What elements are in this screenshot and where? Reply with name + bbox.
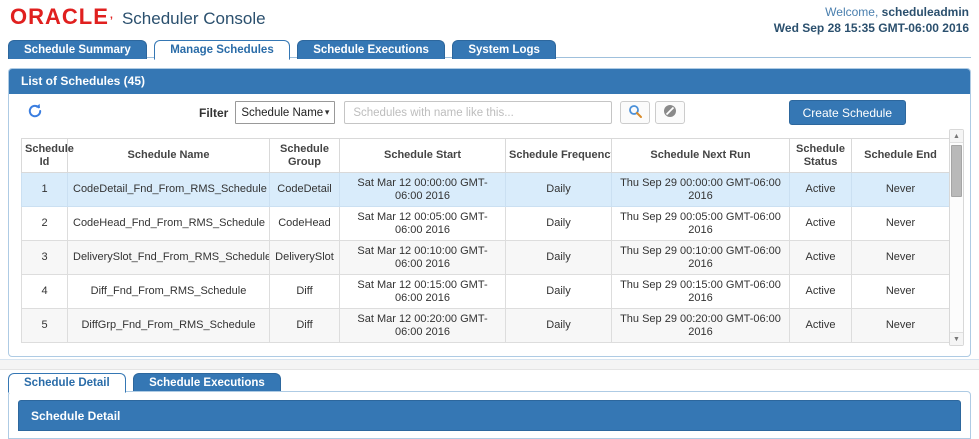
cell-schedule-id: 3 bbox=[21, 240, 68, 275]
clear-icon bbox=[663, 104, 677, 121]
tab-detail-schedule-executions[interactable]: Schedule Executions bbox=[133, 373, 281, 392]
cell-schedule-start: Sat Mar 12 00:20:00 GMT-06:00 2016 bbox=[339, 308, 506, 343]
cell-schedule-id: 2 bbox=[21, 206, 68, 241]
cell-schedule-frequency: Daily bbox=[505, 274, 612, 309]
page-title: Scheduler Console bbox=[121, 9, 266, 28]
cell-schedule-id: 4 bbox=[21, 274, 68, 309]
cell-schedule-status: Active bbox=[789, 308, 852, 343]
cell-schedule-frequency: Daily bbox=[505, 172, 612, 207]
cell-schedule-name: CodeHead_Fnd_From_RMS_Schedule bbox=[67, 206, 270, 241]
cell-schedule-frequency: Daily bbox=[505, 308, 612, 343]
col-header-schedule-id: Schedule Id bbox=[21, 138, 74, 173]
cell-schedule-group: CodeHead bbox=[269, 206, 340, 241]
cell-schedule-frequency: Daily bbox=[505, 240, 612, 275]
cell-schedule-next-run: Thu Sep 29 00:20:00 GMT-06:00 2016 bbox=[611, 308, 790, 343]
table-row[interactable]: 1 CodeDetail_Fnd_From_RMS_Schedule CodeD… bbox=[21, 172, 950, 207]
welcome-prefix: Welcome, bbox=[825, 5, 882, 19]
table-vertical-scrollbar[interactable]: ▲ ▼ bbox=[949, 129, 964, 346]
filter-select[interactable]: Schedule Name ▾ bbox=[235, 101, 336, 124]
cell-schedule-name: Diff_Fnd_From_RMS_Schedule bbox=[67, 274, 270, 309]
refresh-icon bbox=[26, 103, 44, 123]
cell-schedule-start: Sat Mar 12 00:15:00 GMT-06:00 2016 bbox=[339, 274, 506, 309]
scrollbar-thumb[interactable] bbox=[951, 145, 962, 197]
scroll-up-arrow-icon[interactable]: ▲ bbox=[950, 130, 963, 143]
search-input[interactable] bbox=[344, 101, 613, 124]
cell-schedule-group: Diff bbox=[269, 274, 340, 309]
detail-tabbar: Schedule Detail Schedule Executions bbox=[8, 372, 971, 393]
cell-schedule-status: Active bbox=[789, 172, 852, 207]
chevron-down-icon: ▾ bbox=[324, 107, 330, 117]
filter-group: Filter Schedule Name ▾ bbox=[199, 101, 690, 124]
cell-schedule-next-run: Thu Sep 29 00:05:00 GMT-06:00 2016 bbox=[611, 206, 790, 241]
cell-schedule-name: DiffGrp_Fnd_From_RMS_Schedule bbox=[67, 308, 270, 343]
table-row[interactable]: 5 DiffGrp_Fnd_From_RMS_Schedule Diff Sat… bbox=[21, 308, 950, 343]
table-header-row: Schedule Id Schedule Name Schedule Group… bbox=[21, 138, 950, 173]
schedules-table: Schedule Id Schedule Name Schedule Group… bbox=[21, 138, 950, 343]
list-panel-title: List of Schedules (45) bbox=[9, 69, 970, 94]
header-datetime: Wed Sep 28 15:35 GMT-06:00 2016 bbox=[773, 21, 969, 35]
cell-schedule-id: 5 bbox=[21, 308, 68, 343]
cell-schedule-group: Diff bbox=[269, 308, 340, 343]
col-header-schedule-start: Schedule Start bbox=[339, 138, 506, 173]
main-tabbar: Schedule Summary Manage Schedules Schedu… bbox=[8, 39, 971, 60]
scroll-down-arrow-icon[interactable]: ▼ bbox=[950, 332, 963, 345]
oracle-logo: ORACLE bbox=[10, 4, 109, 29]
cell-schedule-end: Never bbox=[851, 206, 950, 241]
cell-schedule-end: Never bbox=[851, 172, 950, 207]
cell-schedule-status: Active bbox=[789, 240, 852, 275]
cell-schedule-start: Sat Mar 12 00:00:00 GMT-06:00 2016 bbox=[339, 172, 506, 207]
schedule-detail-container: Schedule Detail bbox=[8, 391, 971, 439]
section-divider bbox=[0, 359, 979, 370]
cell-schedule-name: DeliverySlot_Fnd_From_RMS_Schedule bbox=[67, 240, 270, 275]
cell-schedule-group: CodeDetail bbox=[269, 172, 340, 207]
masthead: ORACLE’ Scheduler Console Welcome, sched… bbox=[0, 0, 979, 38]
list-of-schedules-panel: List of Schedules (45) Filter Schedule N… bbox=[8, 68, 971, 357]
refresh-button[interactable] bbox=[25, 102, 45, 122]
brand: ORACLE’ Scheduler Console bbox=[10, 5, 266, 29]
create-schedule-button[interactable]: Create Schedule bbox=[788, 100, 906, 125]
col-header-schedule-status: Schedule Status bbox=[789, 138, 852, 173]
col-header-schedule-next-run: Schedule Next Run bbox=[611, 138, 790, 173]
table-row[interactable]: 3 DeliverySlot_Fnd_From_RMS_Schedule Del… bbox=[21, 240, 950, 275]
tab-manage-schedules[interactable]: Manage Schedules bbox=[154, 40, 290, 60]
cell-schedule-end: Never bbox=[851, 308, 950, 343]
col-header-schedule-frequency: Schedule Frequency bbox=[505, 138, 612, 173]
welcome-line: Welcome, scheduleadmin bbox=[774, 4, 969, 20]
table-row[interactable]: 4 Diff_Fnd_From_RMS_Schedule Diff Sat Ma… bbox=[21, 274, 950, 309]
cell-schedule-group: DeliverySlot bbox=[269, 240, 340, 275]
cell-schedule-next-run: Thu Sep 29 00:00:00 GMT-06:00 2016 bbox=[611, 172, 790, 207]
cell-schedule-frequency: Daily bbox=[505, 206, 612, 241]
cell-schedule-id: 1 bbox=[21, 172, 68, 207]
search-icon bbox=[628, 104, 643, 122]
cell-schedule-name: CodeDetail_Fnd_From_RMS_Schedule bbox=[67, 172, 270, 207]
user-block: Welcome, scheduleadmin Wed Sep 28 15:35 … bbox=[774, 4, 969, 36]
filter-label: Filter bbox=[199, 105, 229, 120]
cell-schedule-next-run: Thu Sep 29 00:15:00 GMT-06:00 2016 bbox=[611, 274, 790, 309]
clear-search-button[interactable] bbox=[655, 101, 686, 124]
col-header-schedule-name: Schedule Name bbox=[67, 138, 270, 173]
schedule-detail-panel-title: Schedule Detail bbox=[18, 400, 961, 431]
oracle-logo-mark: ’ bbox=[109, 15, 113, 27]
col-header-schedule-end: Schedule End bbox=[851, 138, 950, 173]
search-button[interactable] bbox=[620, 101, 651, 124]
cell-schedule-start: Sat Mar 12 00:05:00 GMT-06:00 2016 bbox=[339, 206, 506, 241]
col-header-schedule-group: Schedule Group bbox=[269, 138, 340, 173]
cell-schedule-status: Active bbox=[789, 274, 852, 309]
cell-schedule-status: Active bbox=[789, 206, 852, 241]
tab-schedule-detail[interactable]: Schedule Detail bbox=[8, 373, 126, 393]
filter-selected-value: Schedule Name bbox=[241, 106, 324, 119]
tab-system-logs[interactable]: System Logs bbox=[452, 40, 556, 59]
username: scheduleadmin bbox=[881, 5, 969, 19]
table-row[interactable]: 2 CodeHead_Fnd_From_RMS_Schedule CodeHea… bbox=[21, 206, 950, 241]
cell-schedule-start: Sat Mar 12 00:10:00 GMT-06:00 2016 bbox=[339, 240, 506, 275]
cell-schedule-end: Never bbox=[851, 240, 950, 275]
cell-schedule-next-run: Thu Sep 29 00:10:00 GMT-06:00 2016 bbox=[611, 240, 790, 275]
tab-schedule-summary[interactable]: Schedule Summary bbox=[8, 40, 147, 59]
tab-schedule-executions[interactable]: Schedule Executions bbox=[297, 40, 445, 59]
cell-schedule-end: Never bbox=[851, 274, 950, 309]
list-toolbar: Filter Schedule Name ▾ bbox=[9, 94, 970, 131]
